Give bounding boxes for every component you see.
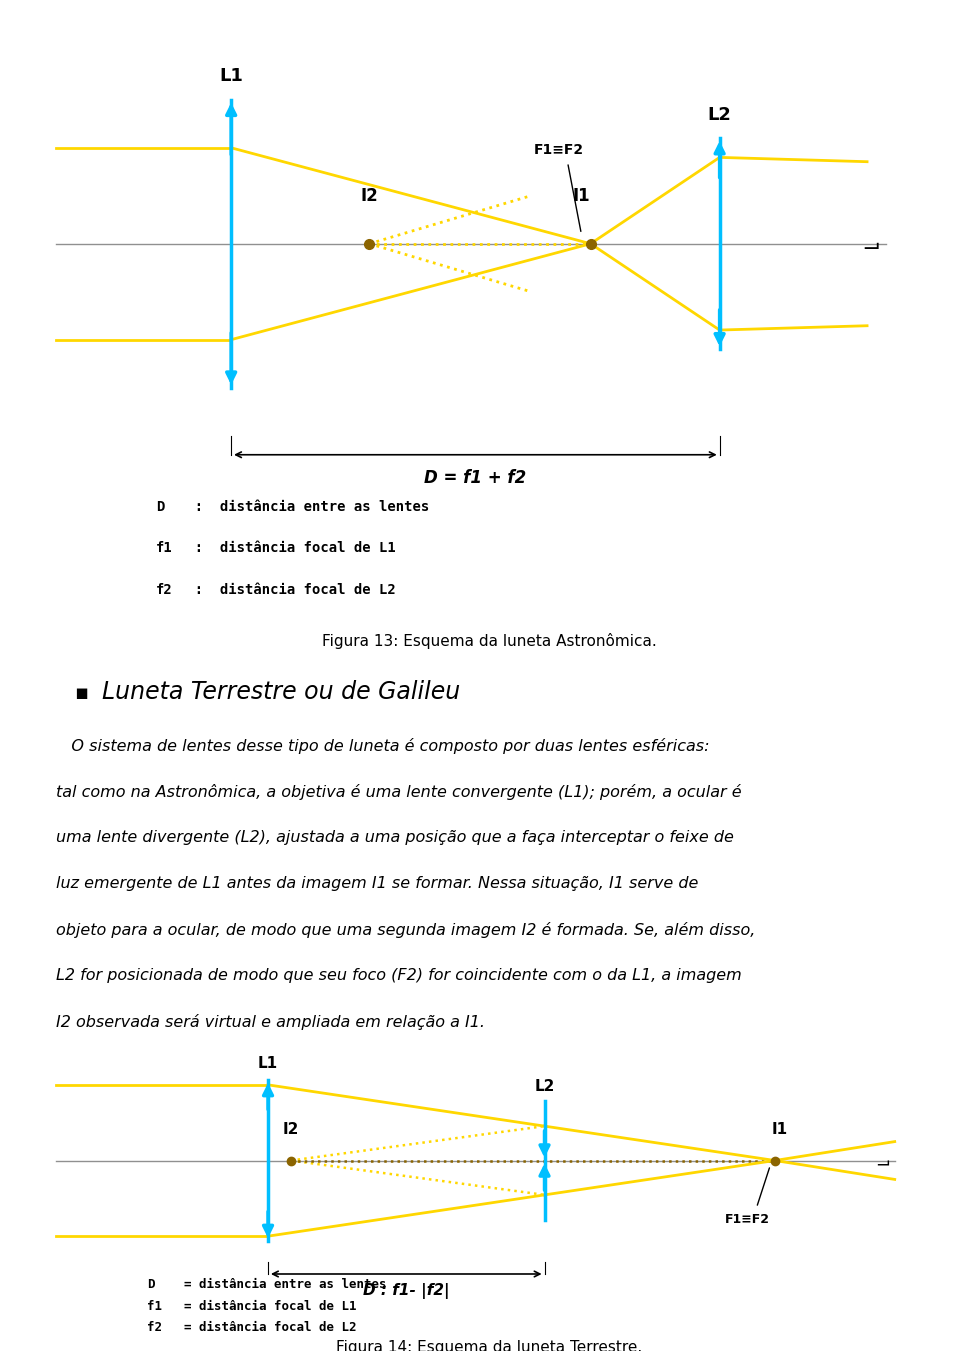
Text: D : f1- |f2|: D : f1- |f2| — [363, 1283, 449, 1300]
Text: tal como na Astronômica, a objetiva é uma lente convergente (L1); porém, a ocula: tal como na Astronômica, a objetiva é um… — [57, 784, 742, 800]
Text: I2 observada será virtual e ampliada em relação a I1.: I2 observada será virtual e ampliada em … — [57, 1013, 486, 1029]
Text: Figura 13: Esquema da luneta Astronômica.: Figura 13: Esquema da luneta Astronômica… — [323, 632, 657, 648]
Text: I2: I2 — [283, 1121, 300, 1138]
Text: L2: L2 — [708, 105, 732, 124]
Text: ⌐: ⌐ — [874, 1151, 888, 1170]
Text: I1: I1 — [772, 1121, 787, 1138]
Text: = distância focal de L2: = distância focal de L2 — [169, 1321, 357, 1335]
Text: Figura 14: Esquema da luneta Terrestre.: Figura 14: Esquema da luneta Terrestre. — [336, 1340, 643, 1351]
Text: luz emergente de L1 antes da imagem I1 se formar. Nessa situação, I1 serve de: luz emergente de L1 antes da imagem I1 s… — [57, 875, 699, 890]
Text: objeto para a ocular, de modo que uma segunda imagem I2 é formada. Se, além diss: objeto para a ocular, de modo que uma se… — [57, 921, 756, 938]
Text: = distância entre as lentes: = distância entre as lentes — [169, 1278, 387, 1292]
Text: :  distância focal de L2: : distância focal de L2 — [179, 584, 396, 597]
Text: ▪: ▪ — [75, 682, 88, 703]
Text: D: D — [147, 1278, 155, 1292]
Text: D: D — [156, 500, 164, 513]
Text: ⌐: ⌐ — [857, 234, 876, 254]
Text: O sistema de lentes desse tipo de luneta é composto por duas lentes esféricas:: O sistema de lentes desse tipo de luneta… — [57, 738, 710, 754]
Text: L2 for posicionada de modo que seu foco (F2) for coincidente com o da L1, a imag: L2 for posicionada de modo que seu foco … — [57, 967, 742, 984]
Text: f1: f1 — [147, 1300, 161, 1313]
Text: :  distância entre as lentes: : distância entre as lentes — [179, 500, 429, 513]
Text: = distância focal de L1: = distância focal de L1 — [169, 1300, 357, 1313]
Text: I1: I1 — [572, 188, 590, 205]
Text: D = f1 + f2: D = f1 + f2 — [424, 469, 526, 488]
Text: :  distância focal de L1: : distância focal de L1 — [179, 542, 396, 555]
Text: F1≡F2: F1≡F2 — [533, 143, 584, 158]
Text: f2: f2 — [147, 1321, 161, 1335]
Text: f2: f2 — [156, 584, 173, 597]
Text: L2: L2 — [535, 1079, 555, 1094]
Text: L1: L1 — [258, 1055, 278, 1070]
Text: f1: f1 — [156, 542, 173, 555]
Text: I2: I2 — [361, 188, 378, 205]
Text: L1: L1 — [219, 68, 243, 85]
Text: uma lente divergente (L2), ajustada a uma posição que a faça interceptar o feixe: uma lente divergente (L2), ajustada a um… — [57, 830, 734, 844]
Text: F1≡F2: F1≡F2 — [725, 1213, 770, 1225]
Text: Luneta Terrestre ou de Galileu: Luneta Terrestre ou de Galileu — [102, 680, 460, 704]
